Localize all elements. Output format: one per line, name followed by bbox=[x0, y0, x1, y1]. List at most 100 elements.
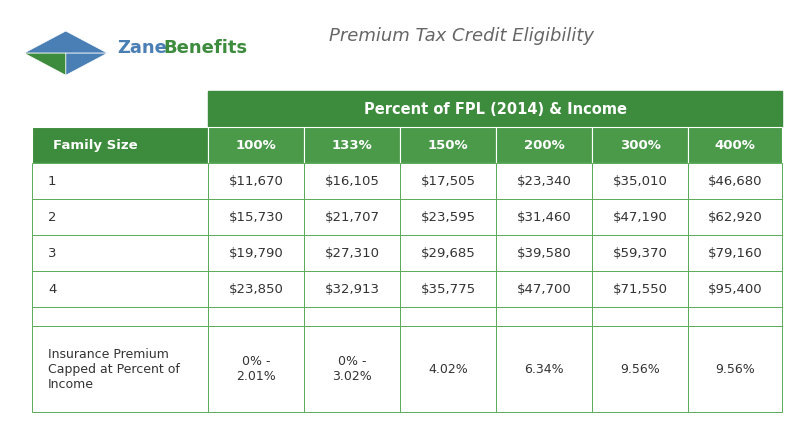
FancyBboxPatch shape bbox=[688, 235, 782, 272]
FancyBboxPatch shape bbox=[592, 326, 688, 412]
Polygon shape bbox=[24, 31, 107, 53]
FancyBboxPatch shape bbox=[304, 163, 400, 199]
FancyBboxPatch shape bbox=[209, 91, 782, 128]
FancyBboxPatch shape bbox=[592, 199, 688, 235]
FancyBboxPatch shape bbox=[209, 307, 304, 326]
Text: Zane: Zane bbox=[117, 39, 167, 57]
FancyBboxPatch shape bbox=[688, 199, 782, 235]
FancyBboxPatch shape bbox=[592, 235, 688, 272]
Text: $59,370: $59,370 bbox=[613, 247, 667, 260]
FancyBboxPatch shape bbox=[209, 272, 304, 307]
Text: $23,340: $23,340 bbox=[516, 175, 572, 188]
Text: 0% -
3.02%: 0% - 3.02% bbox=[332, 355, 372, 383]
FancyBboxPatch shape bbox=[304, 235, 400, 272]
Text: 100%: 100% bbox=[236, 139, 277, 152]
Text: $47,700: $47,700 bbox=[516, 283, 572, 296]
FancyBboxPatch shape bbox=[209, 128, 304, 163]
FancyBboxPatch shape bbox=[496, 235, 592, 272]
Text: $31,460: $31,460 bbox=[516, 211, 572, 224]
Text: 4.02%: 4.02% bbox=[428, 363, 468, 376]
Text: $39,580: $39,580 bbox=[516, 247, 572, 260]
Text: 300%: 300% bbox=[620, 139, 661, 152]
FancyBboxPatch shape bbox=[209, 235, 304, 272]
FancyBboxPatch shape bbox=[32, 128, 209, 163]
Text: $47,190: $47,190 bbox=[613, 211, 667, 224]
Text: Family Size: Family Size bbox=[53, 139, 138, 152]
FancyBboxPatch shape bbox=[400, 307, 496, 326]
Text: 3: 3 bbox=[48, 247, 56, 260]
Text: $27,310: $27,310 bbox=[325, 247, 380, 260]
FancyBboxPatch shape bbox=[304, 199, 400, 235]
Text: $35,010: $35,010 bbox=[613, 175, 667, 188]
FancyBboxPatch shape bbox=[496, 163, 592, 199]
FancyBboxPatch shape bbox=[496, 307, 592, 326]
FancyBboxPatch shape bbox=[400, 128, 496, 163]
FancyBboxPatch shape bbox=[400, 235, 496, 272]
FancyBboxPatch shape bbox=[400, 326, 496, 412]
Text: 9.56%: 9.56% bbox=[621, 363, 660, 376]
Text: 133%: 133% bbox=[332, 139, 373, 152]
FancyBboxPatch shape bbox=[592, 272, 688, 307]
FancyBboxPatch shape bbox=[688, 272, 782, 307]
Text: Premium Tax Credit Eligibility: Premium Tax Credit Eligibility bbox=[329, 27, 593, 45]
Text: 200%: 200% bbox=[524, 139, 565, 152]
FancyBboxPatch shape bbox=[32, 326, 209, 412]
FancyBboxPatch shape bbox=[209, 163, 304, 199]
Text: $17,505: $17,505 bbox=[421, 175, 476, 188]
FancyBboxPatch shape bbox=[496, 128, 592, 163]
FancyBboxPatch shape bbox=[32, 307, 209, 326]
FancyBboxPatch shape bbox=[304, 326, 400, 412]
FancyBboxPatch shape bbox=[32, 235, 209, 272]
FancyBboxPatch shape bbox=[400, 199, 496, 235]
Text: $29,685: $29,685 bbox=[421, 247, 476, 260]
FancyBboxPatch shape bbox=[496, 199, 592, 235]
Polygon shape bbox=[66, 53, 107, 75]
Text: 4: 4 bbox=[48, 283, 56, 296]
FancyBboxPatch shape bbox=[688, 326, 782, 412]
Text: 0% -
2.01%: 0% - 2.01% bbox=[237, 355, 276, 383]
Text: $46,680: $46,680 bbox=[708, 175, 763, 188]
Text: $32,913: $32,913 bbox=[325, 283, 380, 296]
Text: $23,595: $23,595 bbox=[421, 211, 476, 224]
Text: Percent of FPL (2014) & Income: Percent of FPL (2014) & Income bbox=[363, 102, 626, 117]
Text: 1: 1 bbox=[48, 175, 56, 188]
FancyBboxPatch shape bbox=[592, 307, 688, 326]
Text: $11,670: $11,670 bbox=[229, 175, 284, 188]
FancyBboxPatch shape bbox=[400, 272, 496, 307]
Text: Benefits: Benefits bbox=[164, 39, 248, 57]
FancyBboxPatch shape bbox=[400, 163, 496, 199]
FancyBboxPatch shape bbox=[496, 272, 592, 307]
Text: 6.34%: 6.34% bbox=[525, 363, 564, 376]
Text: Insurance Premium
Capped at Percent of
Income: Insurance Premium Capped at Percent of I… bbox=[48, 348, 180, 391]
FancyBboxPatch shape bbox=[209, 199, 304, 235]
FancyBboxPatch shape bbox=[32, 163, 209, 199]
FancyBboxPatch shape bbox=[304, 272, 400, 307]
FancyBboxPatch shape bbox=[496, 326, 592, 412]
Text: $71,550: $71,550 bbox=[613, 283, 668, 296]
FancyBboxPatch shape bbox=[32, 91, 209, 128]
Text: $15,730: $15,730 bbox=[229, 211, 284, 224]
Text: $21,707: $21,707 bbox=[325, 211, 380, 224]
Text: 2: 2 bbox=[48, 211, 56, 224]
Text: $19,790: $19,790 bbox=[229, 247, 284, 260]
FancyBboxPatch shape bbox=[304, 307, 400, 326]
Text: 150%: 150% bbox=[428, 139, 468, 152]
FancyBboxPatch shape bbox=[592, 128, 688, 163]
FancyBboxPatch shape bbox=[304, 128, 400, 163]
Text: $16,105: $16,105 bbox=[325, 175, 379, 188]
Text: 9.56%: 9.56% bbox=[715, 363, 755, 376]
Text: 400%: 400% bbox=[715, 139, 755, 152]
FancyBboxPatch shape bbox=[209, 326, 304, 412]
FancyBboxPatch shape bbox=[592, 163, 688, 199]
FancyBboxPatch shape bbox=[688, 128, 782, 163]
FancyBboxPatch shape bbox=[688, 307, 782, 326]
FancyBboxPatch shape bbox=[32, 272, 209, 307]
FancyBboxPatch shape bbox=[688, 163, 782, 199]
Text: $95,400: $95,400 bbox=[708, 283, 763, 296]
Text: $23,850: $23,850 bbox=[229, 283, 284, 296]
Polygon shape bbox=[24, 53, 66, 75]
Text: $79,160: $79,160 bbox=[707, 247, 763, 260]
Text: $35,775: $35,775 bbox=[421, 283, 476, 296]
Text: $62,920: $62,920 bbox=[707, 211, 763, 224]
FancyBboxPatch shape bbox=[32, 199, 209, 235]
